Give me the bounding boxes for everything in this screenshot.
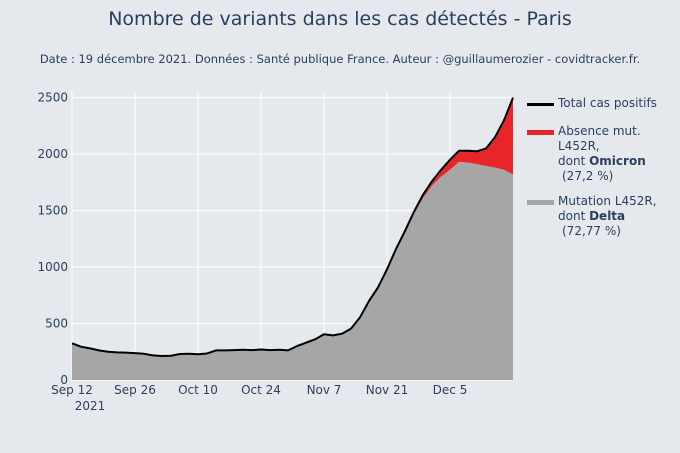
x-tick-label: Sep 26 [114, 383, 156, 397]
legend: Total cas positifs Absence mut. L452R, d… [527, 96, 680, 239]
legend-item-omicron[interactable]: Absence mut. L452R, dont Omicron (27,2 %… [527, 124, 680, 184]
legend-item-delta[interactable]: Mutation L452R, dont Delta (72,77 %) [527, 194, 680, 239]
legend-label-omicron-line2: dont Omicron [558, 154, 680, 169]
y-tick-label: 1500 [37, 204, 68, 218]
x-tick-label: Nov 7 [307, 383, 342, 397]
y-tick-label: 500 [45, 317, 68, 331]
legend-swatch-delta [527, 200, 554, 205]
y-tick-label: 0 [60, 373, 68, 387]
legend-label-total: Total cas positifs [558, 96, 657, 110]
legend-omicron-name: Omicron [589, 154, 646, 168]
x-tick-label: Dec 5 [433, 383, 468, 397]
x-tick-label: Oct 10 [178, 383, 218, 397]
x-tick-label: Nov 21 [366, 383, 409, 397]
legend-delta-name: Delta [589, 209, 626, 223]
legend-omicron-prefix: dont [558, 154, 590, 168]
legend-item-total[interactable]: Total cas positifs [527, 96, 680, 111]
legend-swatch-total [527, 103, 554, 106]
y-tick-label: 2000 [37, 147, 68, 161]
legend-label-delta-line1: Mutation L452R, [558, 194, 657, 208]
x-year-label: 2021 [75, 399, 106, 413]
legend-delta-prefix: dont [558, 209, 590, 223]
y-tick-label: 2500 [37, 91, 68, 105]
x-tick-label: Sep 12 [51, 383, 93, 397]
legend-swatch-omicron [527, 130, 554, 135]
legend-label-delta-pct: (72,77 %) [562, 224, 621, 238]
y-tick-label: 1000 [37, 260, 68, 274]
legend-label-omicron-pct: (27,2 %) [562, 169, 614, 183]
total-line[interactable] [71, 97, 514, 358]
delta-area[interactable] [72, 162, 513, 380]
x-tick-label: Oct 24 [241, 383, 281, 397]
chart-subtitle: Date : 19 décembre 2021. Données : Santé… [39, 52, 641, 66]
legend-label-omicron-line1: Absence mut. L452R, [558, 124, 641, 153]
legend-label-delta-line2: dont Delta [558, 209, 680, 224]
chart-title: Nombre de variants dans les cas détectés… [108, 8, 572, 30]
